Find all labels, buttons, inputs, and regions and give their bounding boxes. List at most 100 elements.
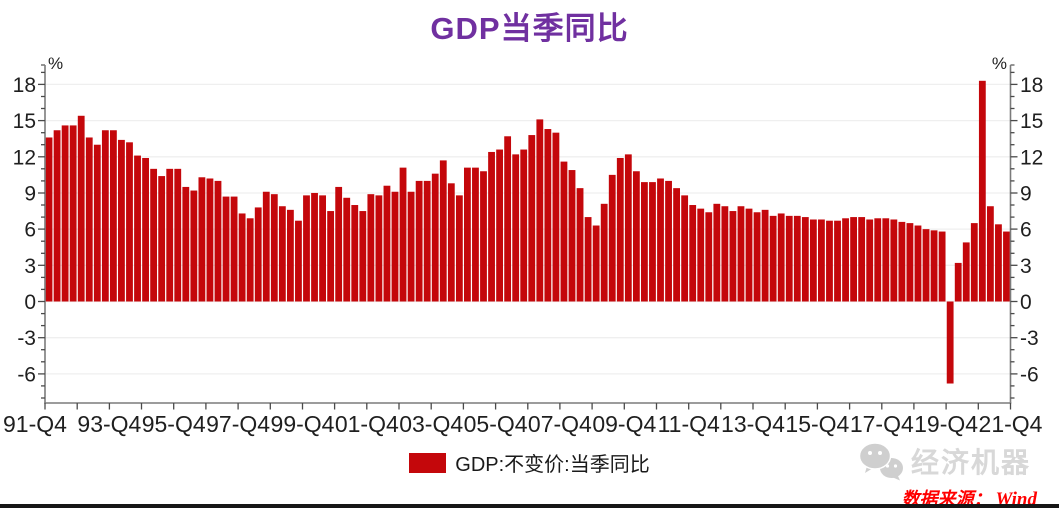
y-axis-label-left: 0 bbox=[24, 291, 36, 314]
bar-2014Q4 bbox=[777, 213, 785, 302]
bar-1998Q4 bbox=[262, 191, 270, 302]
bar-2014Q1 bbox=[753, 212, 761, 302]
wechat-icon bbox=[858, 442, 903, 481]
y-axis-label-left: 9 bbox=[24, 183, 36, 206]
bar-1995Q2 bbox=[150, 168, 158, 302]
x-axis-label: 03-Q4 bbox=[399, 411, 463, 437]
x-axis-label: 93-Q4 bbox=[77, 411, 141, 437]
bar-1997Q4 bbox=[230, 196, 238, 302]
bar-2003Q1 bbox=[399, 167, 407, 302]
bar-2013Q2 bbox=[729, 211, 737, 302]
bar-2005Q2 bbox=[472, 167, 479, 302]
x-axis-label: 11-Q4 bbox=[658, 411, 720, 437]
x-axis-label: 21-Q4 bbox=[979, 411, 1043, 437]
legend: GDP:不变价:当季同比 bbox=[0, 448, 1059, 477]
bar-2018Q2 bbox=[890, 219, 898, 302]
bar-2000Q2 bbox=[311, 192, 318, 302]
bar-2012Q2 bbox=[697, 208, 705, 302]
bar-2011Q3 bbox=[673, 188, 680, 302]
x-axis-label: 05-Q4 bbox=[464, 411, 528, 437]
bar-2004Q2 bbox=[439, 160, 447, 302]
bar-2016Q2 bbox=[826, 220, 833, 302]
bar-2018Q1 bbox=[882, 218, 890, 302]
bar-2017Q2 bbox=[858, 217, 866, 302]
y-axis-label-left: -3 bbox=[17, 327, 36, 350]
bar-2008Q4 bbox=[584, 217, 592, 302]
bar-2007Q1 bbox=[528, 135, 536, 302]
bar-1999Q2 bbox=[278, 206, 286, 302]
bar-2003Q4 bbox=[423, 180, 431, 302]
x-axis-label: 13-Q4 bbox=[721, 411, 785, 437]
bar-1994Q2 bbox=[118, 139, 125, 302]
y-axis-label-right: 18 bbox=[1020, 74, 1043, 97]
bar-2011Q1 bbox=[657, 178, 664, 302]
bar-2002Q3 bbox=[383, 185, 391, 302]
y-axis-label-left: 6 bbox=[24, 219, 36, 242]
bar-2019Q3 bbox=[930, 230, 938, 302]
bar-2021Q2 bbox=[986, 206, 994, 302]
x-axis-label: 19-Q4 bbox=[914, 411, 978, 437]
bar-2009Q3 bbox=[608, 174, 616, 302]
bar-2019Q1 bbox=[914, 225, 922, 302]
bar-2000Q4 bbox=[327, 211, 335, 302]
bar-2010Q2 bbox=[632, 171, 640, 302]
bar-2015Q4 bbox=[809, 219, 817, 302]
bar-2008Q3 bbox=[576, 188, 584, 302]
bar-2004Q4 bbox=[455, 195, 463, 302]
legend-swatch bbox=[409, 452, 447, 473]
bar-2006Q4 bbox=[520, 149, 528, 302]
bar-2005Q4 bbox=[488, 151, 495, 302]
bar-2021Q1 bbox=[978, 80, 986, 302]
bar-2019Q2 bbox=[922, 229, 930, 302]
bar-2013Q3 bbox=[737, 206, 745, 302]
bar-2002Q2 bbox=[375, 195, 383, 302]
bar-2017Q1 bbox=[850, 217, 858, 302]
bar-2021Q4 bbox=[1003, 231, 1010, 302]
bar-1993Q3 bbox=[93, 144, 101, 302]
bar-2001Q2 bbox=[343, 197, 351, 302]
bar-1995Q1 bbox=[142, 157, 149, 302]
bar-2002Q4 bbox=[391, 191, 399, 302]
y-axis-label-left: 3 bbox=[24, 255, 36, 278]
bar-1994Q4 bbox=[134, 155, 141, 302]
bar-2016Q3 bbox=[834, 220, 841, 302]
bar-2020Q4 bbox=[970, 223, 978, 302]
bar-2001Q4 bbox=[359, 211, 367, 302]
bar-2016Q4 bbox=[842, 218, 849, 302]
bar-1998Q1 bbox=[238, 213, 246, 302]
y-axis-label-left: 15 bbox=[13, 110, 36, 133]
bar-2013Q4 bbox=[745, 208, 753, 302]
bar-2009Q4 bbox=[616, 157, 624, 302]
y-axis-label-left: 18 bbox=[13, 74, 36, 97]
bar-2012Q3 bbox=[705, 212, 713, 302]
bar-1999Q1 bbox=[270, 194, 278, 302]
bar-2013Q1 bbox=[721, 206, 729, 302]
x-axis-label: 97-Q4 bbox=[206, 411, 270, 437]
bar-2009Q2 bbox=[600, 203, 608, 302]
bar-1997Q3 bbox=[222, 196, 230, 302]
bar-2007Q4 bbox=[552, 132, 560, 302]
bar-1998Q3 bbox=[254, 207, 262, 302]
bar-2010Q1 bbox=[624, 154, 632, 302]
bar-2002Q1 bbox=[367, 194, 375, 302]
bar-1992Q3 bbox=[61, 125, 69, 302]
bar-2016Q1 bbox=[818, 219, 825, 302]
y-axis-label-right: -6 bbox=[1020, 363, 1039, 386]
y-axis-label-left: -6 bbox=[17, 363, 36, 386]
bar-1996Q3 bbox=[190, 190, 198, 302]
bar-2000Q1 bbox=[303, 195, 310, 302]
x-axis-label: 91-Q4 bbox=[3, 411, 67, 437]
bar-2020Q3 bbox=[962, 242, 970, 302]
bar-1998Q2 bbox=[246, 218, 254, 302]
bar-2010Q3 bbox=[641, 182, 648, 302]
bar-2012Q4 bbox=[713, 203, 721, 302]
bar-1992Q2 bbox=[53, 130, 61, 302]
bar-1995Q3 bbox=[158, 176, 166, 302]
bar-2015Q3 bbox=[801, 217, 809, 302]
bar-1999Q3 bbox=[287, 209, 294, 302]
bar-1999Q4 bbox=[295, 220, 302, 302]
bar-2021Q3 bbox=[995, 224, 1002, 302]
x-axis-label: 15-Q4 bbox=[785, 411, 849, 437]
chart-title: GDP当季同比 bbox=[430, 11, 629, 46]
